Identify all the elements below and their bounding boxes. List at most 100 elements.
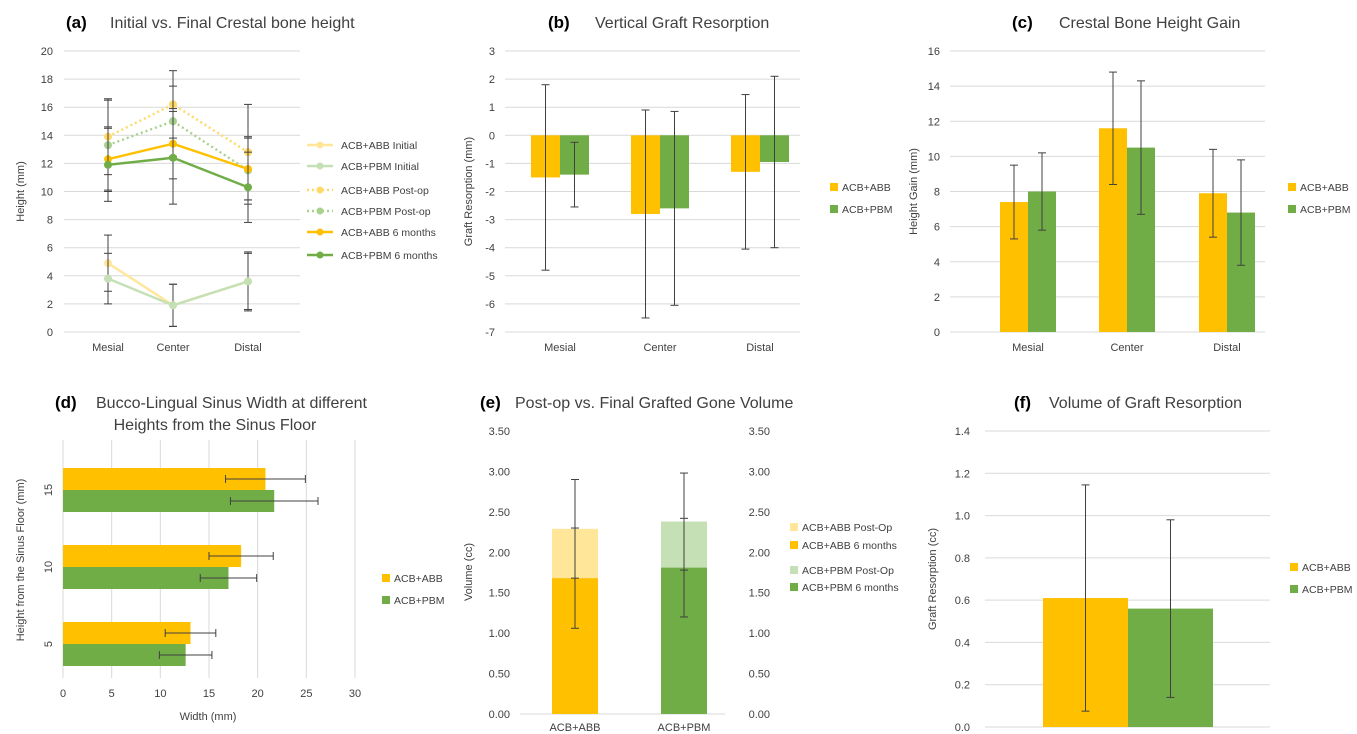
y-tick-label: 3 [489, 46, 495, 58]
x-tick-label: Mesial [92, 342, 124, 354]
chart-subtitle: Heights from the Sinus Floor [114, 417, 317, 434]
legend-swatch-1 [1288, 205, 1296, 213]
y-tick-label-right: 3.00 [749, 466, 770, 478]
y-tick-label: 4 [934, 257, 940, 269]
panel-c-bar-chart: (c) Crestal Bone Height Gain 0 2 4 6 8 10 12 14 16… [908, 13, 1350, 354]
legend-label-3: ACB+PBM Post-op [341, 206, 431, 218]
legend-marker-4 [316, 228, 324, 236]
y-tick-label: 6 [934, 222, 940, 234]
legend-marker-2 [316, 186, 324, 194]
legend-swatch-0 [1288, 183, 1296, 191]
panel-a-line-chart: (a) Initial vs. Final Crestal bone height… [15, 13, 438, 354]
x-tick-label: 5 [109, 688, 115, 700]
y-tick-label: 1.0 [955, 511, 970, 523]
y-tick-label-right: 1.50 [749, 588, 770, 600]
legend-label-4: ACB+ABB 6 months [341, 227, 436, 239]
series-0 [1000, 71, 1227, 332]
series-line-0 [107, 262, 249, 307]
y-tick-label-left: 1.00 [489, 628, 510, 640]
y-tick-label: -5 [485, 271, 495, 283]
y-tick-label-left: 0.00 [489, 709, 510, 721]
y-tick-label: -3 [485, 215, 495, 227]
panel-b-bar-chart: (b) Vertical Graft Resorption -7 -6 -5 -4 -3 -2… [463, 13, 892, 354]
legend-label-1: ACB+PBM [842, 204, 892, 216]
x-tick-label: 15 [203, 688, 215, 700]
y-tick-label: 0 [489, 130, 495, 142]
x-tick-label: Center [156, 342, 189, 354]
legend-swatch-3 [790, 583, 798, 591]
y-tick-label: 10 [43, 561, 55, 573]
legend-label-1: ACB+ABB 6 months [802, 540, 897, 552]
data-point-5-2 [244, 183, 252, 192]
y-tick-label: -1 [485, 158, 495, 170]
legend-swatch-1 [382, 596, 390, 604]
y-tick-label: 12 [41, 158, 53, 170]
panel-f-bar-chart: (f) Volume of Graft Resorption 0.0 0.2 0.4 0.… [927, 393, 1352, 734]
legend-label-0: ACB+ABB Post-Op [802, 522, 892, 534]
series-0 [531, 84, 760, 319]
y-tick-label: 14 [41, 130, 53, 142]
legend-label-0: ACB+ABB [1300, 182, 1349, 194]
y-tick-label-left: 0.50 [489, 669, 510, 681]
x-axis-label: Width (mm) [180, 711, 237, 723]
legend-swatch-0 [382, 574, 390, 582]
y-tick-label: 4 [47, 271, 53, 283]
y-tick-label: 0.6 [955, 595, 970, 607]
x-tick-label: Center [643, 342, 676, 354]
y-tick-label: 2 [489, 74, 495, 86]
series-1 [104, 252, 252, 327]
legend-label-1: ACB+PBM [1300, 204, 1350, 216]
legend-swatch-1 [790, 541, 798, 549]
legend-marker-5 [316, 251, 324, 259]
y-tick-label: 8 [934, 187, 940, 199]
y-tick-label: 1.4 [955, 426, 970, 438]
data-point-5-1 [169, 153, 177, 162]
y-tick-label: 0.2 [955, 680, 970, 692]
x-tick-label: 30 [349, 688, 361, 700]
series-4 [104, 108, 252, 201]
legend-label-1: ACB+PBM [1302, 584, 1352, 596]
x-tick-label: ACB+PBM [658, 722, 711, 734]
legend-label-1: ACB+PBM [394, 595, 444, 607]
legend-swatch-0 [830, 183, 838, 191]
legend-swatch-1 [1290, 585, 1298, 593]
panel-label: (a) [66, 13, 87, 32]
chart-title: Post-op vs. Final Grafted Gone Volume [515, 395, 793, 412]
bar-0-1 [63, 545, 242, 567]
y-tick-label-right: 2.50 [749, 507, 770, 519]
legend-label-3: ACB+PBM 6 months [802, 582, 899, 594]
series-5 [104, 110, 252, 223]
y-axis-label: Height (mm) [15, 161, 27, 222]
y-tick-label: 12 [928, 116, 940, 128]
y-axis-label: Volume (cc) [463, 543, 475, 601]
y-tick-label: 14 [928, 81, 940, 93]
series-1 [1128, 519, 1213, 727]
chart-title: Vertical Graft Resorption [595, 15, 769, 32]
data-point-1-0 [104, 274, 112, 283]
bar-0-2 [63, 468, 266, 490]
y-tick-label: 0 [934, 327, 940, 339]
y-axis-label: Graft Resorption (mm) [463, 137, 475, 246]
bar-1-2 [63, 490, 275, 512]
series-0 [63, 468, 306, 644]
x-tick-label: Distal [746, 342, 774, 354]
y-tick-label-left: 2.00 [489, 547, 510, 559]
series-1 [560, 75, 789, 306]
x-tick-label: 10 [154, 688, 166, 700]
y-tick-label-right: 0.50 [749, 669, 770, 681]
y-tick-label: 8 [47, 215, 53, 227]
legend-label-5: ACB+PBM 6 months [341, 250, 438, 262]
bar-1-0 [63, 644, 186, 666]
y-tick-label: -2 [485, 187, 495, 199]
data-point-1-1 [169, 301, 177, 310]
x-tick-label: Distal [1213, 342, 1241, 354]
x-tick-label: Mesial [1012, 342, 1044, 354]
panel-label: (f) [1014, 393, 1031, 412]
y-tick-label: -7 [485, 327, 495, 339]
panel-label: (e) [480, 393, 501, 412]
y-tick-label-right: 0.00 [749, 709, 770, 721]
series-0 [1043, 484, 1128, 727]
legend-label-2: ACB+ABB Post-op [341, 185, 429, 197]
legend-marker-3 [316, 207, 324, 215]
y-tick-label: 10 [928, 151, 940, 163]
